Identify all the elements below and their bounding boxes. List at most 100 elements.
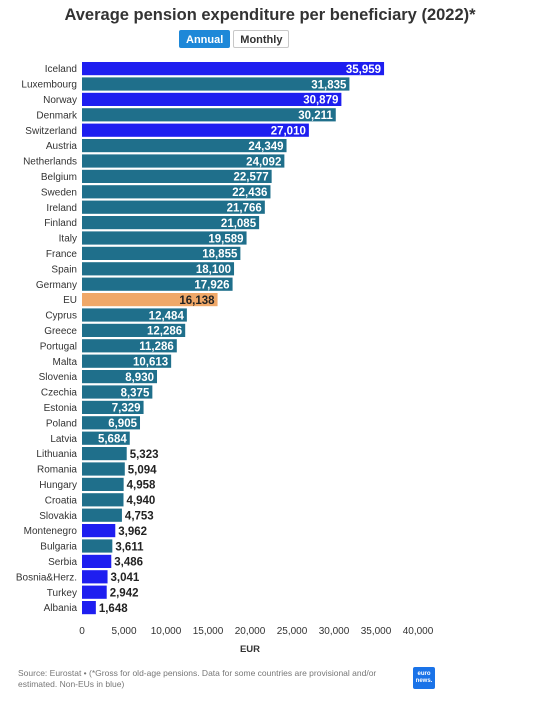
x-tick-label: 30,000 [319, 626, 350, 637]
data-label: 17,926 [194, 280, 229, 292]
data-label: 16,138 [179, 295, 215, 307]
category-label: France [46, 249, 78, 260]
category-label: Malta [53, 357, 78, 368]
bar-latvia[interactable] [82, 431, 130, 445]
data-label: 7,329 [112, 403, 141, 415]
data-label: 8,375 [121, 387, 150, 399]
bar-cyprus[interactable] [82, 308, 187, 322]
bar-spain[interactable] [82, 262, 235, 276]
bar-denmark[interactable] [82, 108, 336, 122]
bar-germany[interactable] [82, 277, 233, 291]
bar-albania[interactable] [82, 601, 96, 615]
bar-eu[interactable] [82, 293, 218, 307]
data-label: 18,855 [202, 249, 238, 261]
bar-hungary[interactable] [82, 477, 124, 491]
monthly-button[interactable]: Monthly [233, 30, 290, 48]
category-label: Turkey [47, 588, 77, 599]
data-label: 22,436 [232, 187, 267, 199]
data-label: 18,100 [196, 264, 231, 276]
bar-portugal[interactable] [82, 339, 177, 353]
bar-ireland[interactable] [82, 200, 265, 214]
category-label: Belgium [41, 172, 77, 183]
category-label: Slovenia [39, 372, 78, 383]
bar-italy[interactable] [82, 231, 247, 245]
bar-bosnia-herz-[interactable] [82, 570, 108, 584]
bar-france[interactable] [82, 246, 241, 260]
data-label: 30,879 [303, 95, 338, 107]
category-label: Bulgaria [40, 542, 77, 553]
bar-czechia[interactable] [82, 385, 153, 399]
data-label: 8,930 [125, 372, 154, 384]
data-label: 21,085 [221, 218, 257, 230]
data-label: 24,092 [246, 156, 281, 168]
bar-turkey[interactable] [82, 585, 107, 599]
bar-croatia[interactable] [82, 493, 124, 507]
category-label: EU [63, 295, 77, 306]
category-label: Romania [37, 465, 77, 476]
data-label: 4,940 [126, 495, 155, 507]
bar-netherlands[interactable] [82, 154, 285, 168]
category-label: Portugal [40, 341, 77, 352]
bar-norway[interactable] [82, 92, 342, 106]
bar-lithuania[interactable] [82, 447, 127, 461]
category-label: Greece [44, 326, 77, 337]
bar-slovakia[interactable] [82, 508, 122, 522]
data-label: 2,942 [110, 588, 139, 600]
data-label: 19,589 [208, 233, 243, 245]
bar-romania[interactable] [82, 462, 125, 476]
data-label: 11,286 [139, 341, 174, 353]
bar-iceland[interactable] [82, 62, 385, 76]
bar-greece[interactable] [82, 323, 186, 337]
annual-button[interactable]: Annual [179, 30, 231, 48]
chart-title: Average pension expenditure per benefici… [64, 6, 476, 24]
data-label: 21,766 [227, 203, 262, 215]
bar-sweden[interactable] [82, 185, 271, 199]
category-label: Latvia [50, 434, 77, 445]
x-tick-label: 15,000 [193, 626, 224, 637]
category-label: Sweden [41, 187, 77, 198]
data-label: 10,613 [133, 357, 168, 369]
category-label: Germany [36, 280, 77, 291]
bar-poland[interactable] [82, 416, 141, 430]
data-label: 5,323 [130, 449, 159, 461]
bar-switzerland[interactable] [82, 123, 309, 137]
category-label: Poland [46, 418, 77, 429]
data-label: 3,611 [115, 541, 144, 553]
bar-estonia[interactable] [82, 400, 144, 414]
bar-malta[interactable] [82, 354, 172, 368]
data-label: 3,041 [111, 572, 140, 584]
data-label: 5,684 [98, 434, 127, 446]
bar-montenegro[interactable] [82, 524, 116, 538]
data-label: 6,905 [108, 418, 137, 430]
category-label: Croatia [45, 495, 78, 506]
bar-slovenia[interactable] [82, 370, 158, 384]
data-label: 22,577 [233, 172, 268, 184]
bar-austria[interactable] [82, 139, 287, 153]
bar-bulgaria[interactable] [82, 539, 113, 553]
bar-chart: Iceland 35,959 Luxembourg 31,835 Norway 30,87… [16, 62, 434, 655]
category-label: Lithuania [36, 449, 77, 460]
source-note: Source: Eurostat • (*Gross for old-age p… [18, 668, 377, 689]
data-label: 31,835 [311, 79, 347, 91]
x-tick-label: 20,000 [235, 626, 266, 637]
category-label: Hungary [39, 480, 77, 491]
data-label: 12,484 [149, 310, 185, 322]
bar-serbia[interactable] [82, 554, 112, 568]
x-tick-label: 25,000 [277, 626, 308, 637]
data-label: 5,094 [128, 464, 157, 476]
category-label: Finland [44, 218, 77, 229]
data-label: 3,486 [114, 557, 143, 569]
euronews-logo: euro news. [413, 667, 435, 689]
bar-finland[interactable] [82, 216, 260, 230]
bar-belgium[interactable] [82, 169, 272, 183]
data-label: 4,753 [125, 511, 154, 523]
logo-line-1: euro [417, 671, 431, 677]
category-label: Ireland [46, 203, 77, 214]
x-tick-label: 35,000 [361, 626, 392, 637]
category-label: Italy [59, 234, 77, 245]
category-label: Estonia [44, 403, 78, 414]
x-tick-label: 0 [79, 626, 85, 637]
category-label: Iceland [45, 64, 77, 75]
bar-luxembourg[interactable] [82, 77, 350, 91]
data-label: 30,211 [298, 110, 333, 122]
